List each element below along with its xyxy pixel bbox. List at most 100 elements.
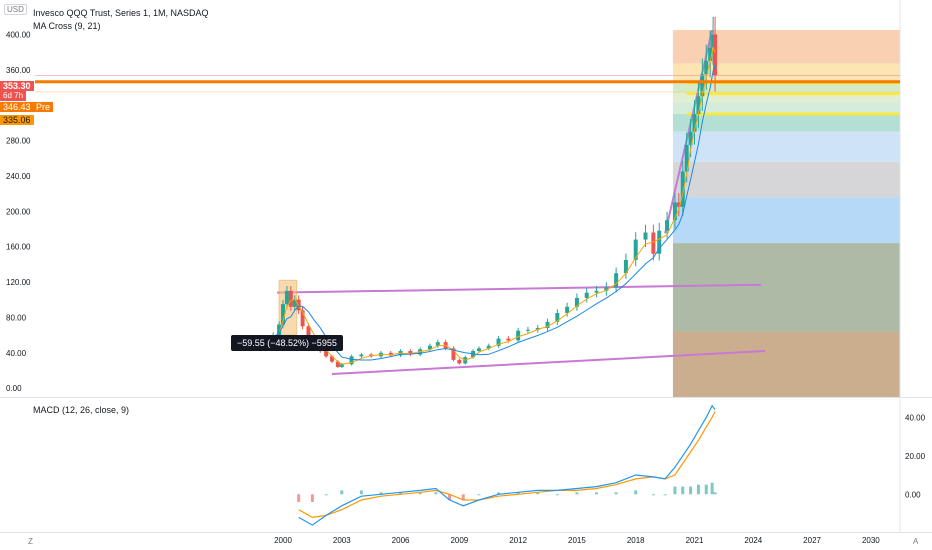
macd-histogram-bar <box>575 492 579 495</box>
macd-signal-line <box>298 411 716 519</box>
macd-tick-label: 0.00 <box>905 490 921 499</box>
moving-averages <box>267 46 716 365</box>
macd-histogram-bar <box>418 492 422 495</box>
macd-histogram-bar <box>696 484 700 495</box>
pre-label: Pre <box>33 102 54 112</box>
candle-body <box>665 220 670 231</box>
currency-badge[interactable]: USD <box>4 4 27 15</box>
macd-legend[interactable]: MACD (12, 26, close, 9) <box>33 405 130 415</box>
ma-slow-line <box>267 64 716 361</box>
time-tick-label: 2027 <box>803 536 821 545</box>
macd-histogram-bar <box>673 486 677 495</box>
macd-histogram-bar <box>536 492 540 495</box>
price-tick-label: 240.00 <box>6 172 31 181</box>
macd-histogram-bar <box>710 482 714 495</box>
candle-body <box>708 47 713 61</box>
candle-body <box>614 273 619 288</box>
countdown-tag: 6d 7h <box>0 91 27 101</box>
macd-histogram-bar <box>516 492 520 495</box>
fib-zone <box>672 102 900 115</box>
price-tick-label: 400.00 <box>6 30 31 39</box>
price-tick-label: 280.00 <box>6 137 31 146</box>
time-tick-label: 2000 <box>274 536 292 545</box>
fib-retracement-zones[interactable] <box>672 30 900 397</box>
candle-body <box>672 202 677 221</box>
price-tick-label: 120.00 <box>6 278 31 287</box>
macd-histogram-bar <box>434 492 438 495</box>
candle-body <box>388 352 393 356</box>
macd-histogram-bar <box>681 486 685 495</box>
candle-body <box>525 329 530 331</box>
indicator-legend[interactable]: MA Cross (9, 21) <box>33 21 101 31</box>
measure-tooltip: −59.55 (−48.52%) −5955 <box>231 335 343 351</box>
macd-histogram-bar <box>497 492 501 495</box>
macd-histogram-bar <box>379 492 383 495</box>
candle-body <box>335 361 340 367</box>
price-tick-label: 160.00 <box>6 243 31 252</box>
candle-body <box>643 232 648 240</box>
candle-body <box>604 287 609 291</box>
candle-body <box>574 297 579 307</box>
candle-body <box>292 299 297 307</box>
macd-histogram-bar <box>297 494 301 502</box>
candle-body <box>696 96 701 115</box>
candle-body <box>451 348 456 360</box>
candle-body <box>496 338 501 346</box>
fib-zone <box>672 30 900 64</box>
ma-fast-line <box>267 46 716 365</box>
macd-pane <box>297 404 717 526</box>
fib-zone <box>672 243 900 332</box>
symbol-legend[interactable]: Invesco QQQ Trust, Series 1, 1M, NASDAQ <box>33 8 209 18</box>
candle-body <box>535 328 540 330</box>
price-tick-label: 40.00 <box>6 349 27 358</box>
candle-body <box>359 354 364 357</box>
candle-body <box>277 324 282 336</box>
macd-histogram-bar <box>477 494 481 496</box>
price-tick-label: 200.00 <box>6 207 31 216</box>
macd-histogram-bar <box>651 494 655 496</box>
candle-body <box>684 144 689 172</box>
zoom-button[interactable]: Z <box>28 537 33 546</box>
candle-body <box>349 356 354 365</box>
candle-body <box>555 312 560 322</box>
candle-body <box>506 338 511 341</box>
price-tick-label: 0.00 <box>6 384 22 393</box>
fib-zone <box>672 161 900 198</box>
candle-body <box>633 239 638 260</box>
candle-body <box>623 259 628 274</box>
upper-trend-line <box>277 283 762 294</box>
candle-body <box>676 202 681 207</box>
macd-tick-label: 20.00 <box>905 452 926 461</box>
macd-histogram-bar <box>663 494 667 496</box>
time-tick-label: 2030 <box>862 536 880 545</box>
candle-body <box>284 290 289 305</box>
macd-histogram-bar <box>555 494 559 496</box>
macd-line <box>298 404 716 526</box>
time-tick-label: 2006 <box>392 536 410 545</box>
time-tick-label: 2024 <box>744 536 762 545</box>
fib-zone <box>672 197 900 244</box>
time-tick-label: 2018 <box>627 536 645 545</box>
candle-body <box>651 232 656 254</box>
candle-body <box>288 290 293 307</box>
macd-histogram-bar <box>448 494 452 501</box>
fib-zone <box>672 374 900 397</box>
candle-body <box>435 342 440 346</box>
candlestick-series <box>265 16 718 368</box>
candle-body <box>704 60 709 75</box>
other-price-tag: 335.06 <box>0 115 34 125</box>
last-price-tag: 353.30 <box>0 81 34 91</box>
time-tick-label: 2012 <box>509 536 527 545</box>
macd-histogram-bar <box>614 492 618 495</box>
macd-histogram-bar <box>324 494 328 496</box>
macd-histogram-bar <box>595 492 599 495</box>
candle-body <box>486 345 491 349</box>
candle-body <box>688 131 693 145</box>
candle-body <box>457 359 462 364</box>
auto-scale-button[interactable]: A <box>913 537 919 546</box>
candle-body <box>324 351 329 357</box>
fib-zone <box>672 93 900 103</box>
candle-body <box>713 34 718 76</box>
time-tick-label: 2003 <box>333 536 351 545</box>
